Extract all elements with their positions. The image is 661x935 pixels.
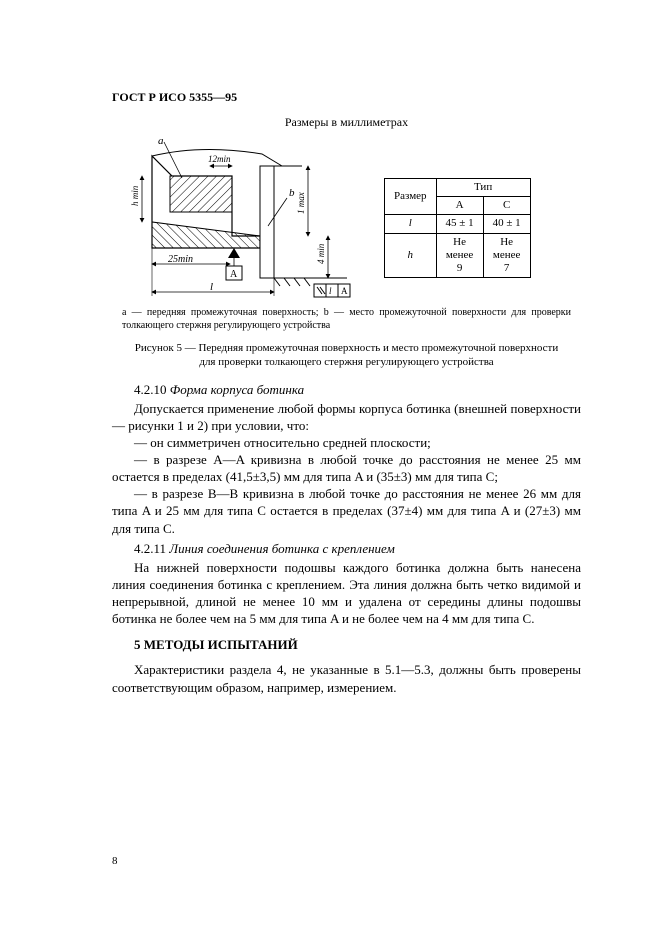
- label-b: b: [289, 187, 295, 199]
- dimension-table: Размер Тип A C l 45 ± 1 40 ± 1 h Не мене…: [384, 178, 531, 278]
- label-12min: 12min: [208, 154, 231, 164]
- table-row: h Не менее 9 Не менее 7: [385, 233, 531, 278]
- document-header: ГОСТ Р ИСО 5355—95: [112, 90, 581, 105]
- heading-text: Линия соединения ботинка с креплением: [169, 541, 395, 556]
- cell-lA: 45 ± 1: [436, 215, 483, 233]
- heading-num: 4.2.10: [134, 382, 167, 397]
- label-hmin: h min: [130, 185, 140, 206]
- label-1max: 1 max: [296, 192, 306, 214]
- heading-5: 5 МЕТОДЫ ИСПЫТАНИЙ: [134, 637, 581, 653]
- para: — в разрезе A—A кривизна в любой точке д…: [112, 451, 581, 485]
- technical-diagram: a 12min b h min 1 max 4 min 25min: [112, 136, 362, 301]
- cell-h: h: [385, 233, 437, 278]
- heading-text: Форма корпуса ботинка: [170, 382, 304, 397]
- table-row: Размер Тип: [385, 179, 531, 197]
- th-A: A: [436, 197, 483, 215]
- heading-num: 4.2.11: [134, 541, 166, 556]
- para: Допускается применение любой формы корпу…: [112, 400, 581, 434]
- page: ГОСТ Р ИСО 5355—95 Размеры в миллиметрах: [0, 0, 661, 935]
- figure-legend: a — передняя промежуточная поверхность; …: [122, 307, 571, 332]
- th-size: Размер: [385, 179, 437, 215]
- label-l: l: [210, 281, 213, 293]
- heading-4-2-11: 4.2.11 Линия соединения ботинка с крепле…: [134, 541, 581, 557]
- page-number: 8: [112, 855, 118, 867]
- table-row: l 45 ± 1 40 ± 1: [385, 215, 531, 233]
- label-datum-A: A: [230, 269, 238, 280]
- label-4min: 4 min: [316, 243, 326, 264]
- cell-l: l: [385, 215, 437, 233]
- para: Характеристики раздела 4, не указанные в…: [112, 661, 581, 695]
- dimension-caption: Размеры в миллиметрах: [112, 115, 581, 130]
- label-a: a: [158, 136, 164, 147]
- para: — он симметричен относительно средней пл…: [112, 434, 581, 451]
- para: — в разрезе B—B кривизна в любой точке д…: [112, 485, 581, 536]
- geom-A: A: [341, 286, 348, 296]
- label-25min: 25min: [168, 254, 193, 265]
- figure-caption: Рисунок 5 — Передняя промежуточная повер…: [132, 342, 561, 370]
- th-C: C: [483, 197, 530, 215]
- cell-lC: 40 ± 1: [483, 215, 530, 233]
- cell-hA: Не менее 9: [436, 233, 483, 278]
- th-type: Тип: [436, 179, 530, 197]
- heading-4-2-10: 4.2.10 Форма корпуса ботинка: [134, 382, 581, 398]
- cell-hC: Не менее 7: [483, 233, 530, 278]
- figure-row: a 12min b h min 1 max 4 min 25min: [112, 136, 581, 301]
- para: На нижней поверхности подошвы каждого бо…: [112, 559, 581, 628]
